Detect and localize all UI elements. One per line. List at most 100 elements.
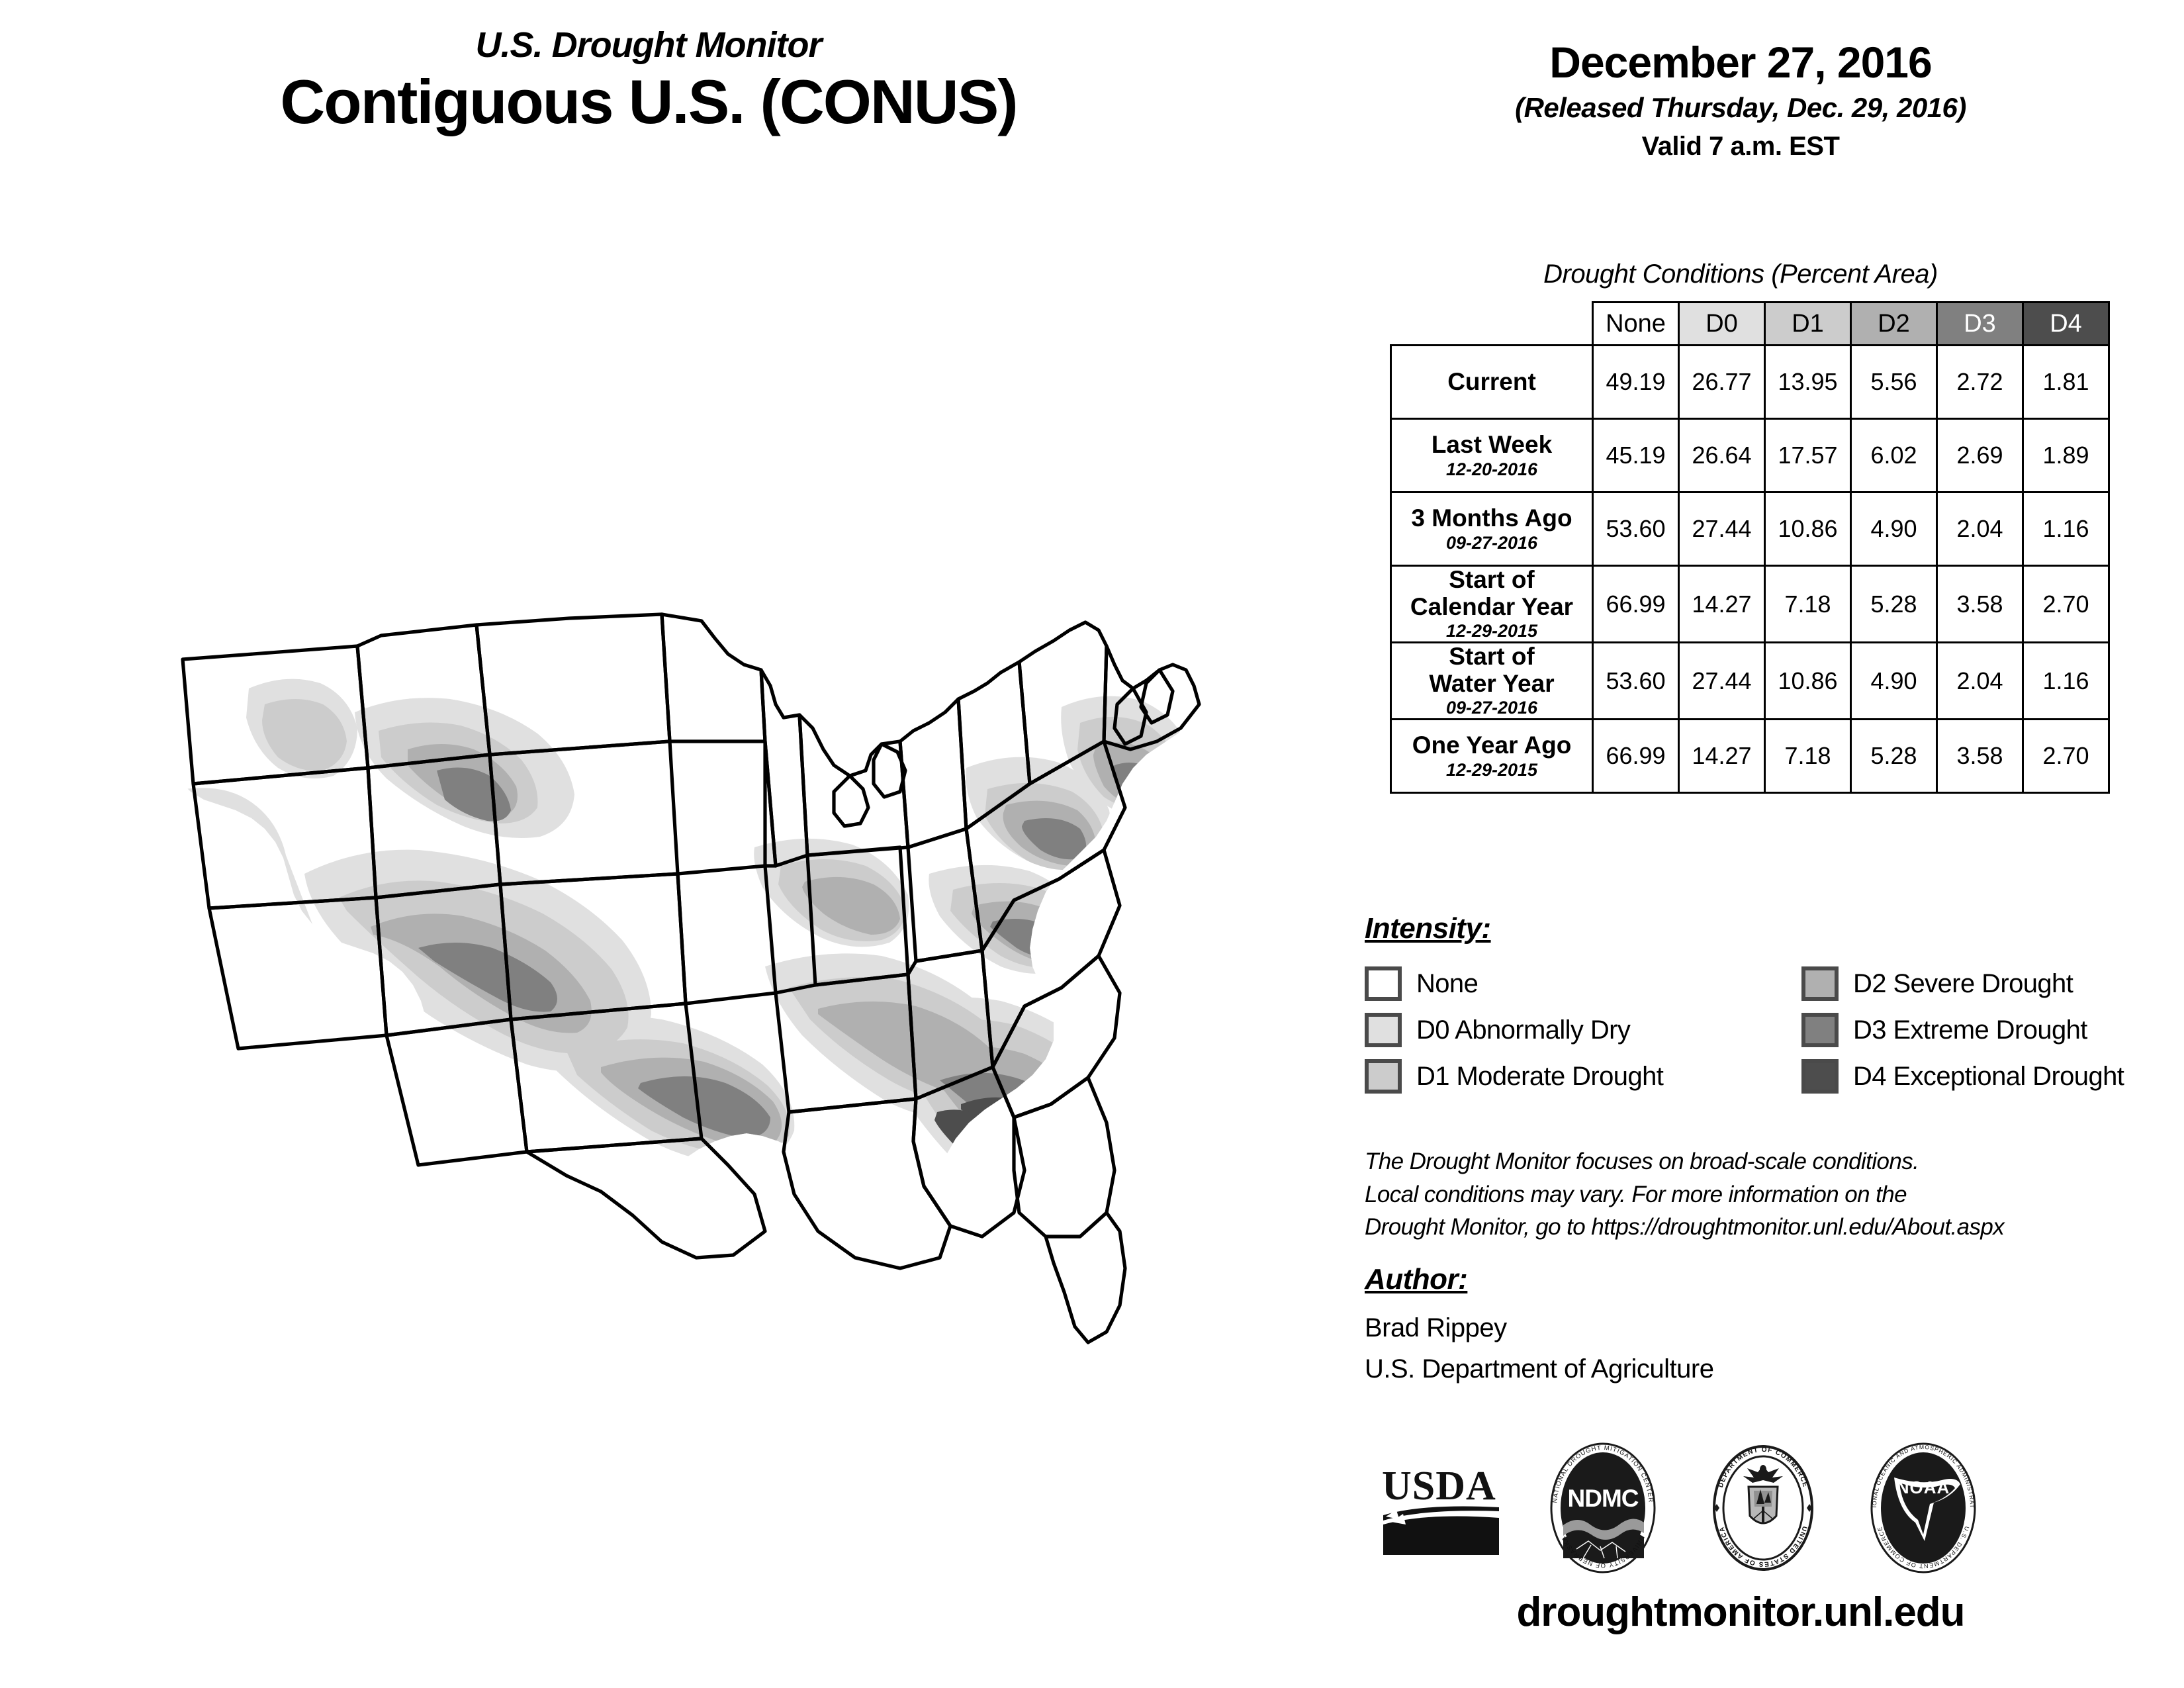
table-row-date: 09-27-2016 bbox=[1445, 698, 1538, 718]
ndmc-logo: NDMC NATIONAL DROUGHT MITIGATION CENTER … bbox=[1543, 1442, 1662, 1577]
table-col-header-d3: D3 bbox=[1936, 301, 2024, 346]
partner-logos: USDA NDMC NATIONA bbox=[1377, 1436, 2118, 1577]
author-organization: U.S. Department of Agriculture bbox=[1365, 1354, 1714, 1383]
table-cell-d0: 14.27 bbox=[1678, 564, 1766, 644]
table-row: Start of Water Year 09-27-2016 53.60 27.44 10… bbox=[1390, 641, 2110, 721]
table-corner-cell bbox=[1391, 303, 1593, 346]
legend-label: D3 Extreme Drought bbox=[1853, 1015, 2087, 1045]
table-cell-none: 53.60 bbox=[1592, 491, 1680, 567]
table-header-row: None D0 D1 D2 D3 D4 bbox=[1391, 301, 2110, 346]
footer-url: droughtmonitor.unl.edu bbox=[1516, 1589, 1965, 1635]
table-cell-d1: 10.86 bbox=[1764, 641, 1852, 721]
table-cell-d4: 1.16 bbox=[2022, 641, 2110, 721]
table-row: Start of Calendar Year 12-29-2015 66.99 14.2… bbox=[1390, 564, 2110, 644]
table-cell-d1: 7.18 bbox=[1764, 718, 1852, 794]
table-cell-d4: 1.16 bbox=[2022, 491, 2110, 567]
doc-logo: DEPARTMENT OF COMMERCE UNITED STATES OF … bbox=[1704, 1442, 1823, 1577]
usda-logo: USDA bbox=[1377, 1458, 1502, 1561]
disclaimer-line-1: The Drought Monitor focuses on broad-sca… bbox=[1365, 1149, 1919, 1174]
svg-text:NDMC: NDMC bbox=[1568, 1485, 1639, 1512]
table-col-header-d2: D2 bbox=[1850, 301, 1938, 346]
intensity-legend-title: Intensity: bbox=[1365, 912, 1491, 945]
title-main: Contiguous U.S. (CONUS) bbox=[280, 66, 1018, 136]
table-row: One Year Ago 12-29-2015 66.99 14.27 7.18 5.28… bbox=[1390, 718, 2110, 794]
author-name: Brad Rippey bbox=[1365, 1313, 1507, 1342]
table-cell-d2: 5.56 bbox=[1850, 344, 1938, 420]
report-valid-time: Valid 7 a.m. EST bbox=[1641, 132, 1840, 162]
table-cell-d0: 26.77 bbox=[1678, 344, 1766, 420]
table-cell-d4: 2.70 bbox=[2022, 718, 2110, 794]
table-cell-d3: 2.72 bbox=[1936, 344, 2024, 420]
table-body: Current 49.19 26.77 13.95 5.56 2.72 1.81 Last W… bbox=[1390, 344, 2110, 794]
table-cell-d1: 10.86 bbox=[1764, 491, 1852, 567]
legend-item: D4 Exceptional Drought bbox=[1801, 1054, 2146, 1099]
legend-label: D4 Exceptional Drought bbox=[1853, 1061, 2124, 1091]
author-title: Author: bbox=[1365, 1263, 1468, 1295]
table-col-header-d4: D4 bbox=[2022, 301, 2110, 346]
report-date: December 27, 2016 bbox=[1549, 38, 1932, 87]
legend-swatch bbox=[1801, 1013, 1839, 1047]
table-caption: Drought Conditions (Percent Area) bbox=[1543, 259, 1938, 289]
table-cell-d0: 27.44 bbox=[1678, 491, 1766, 567]
table-row-label: Current bbox=[1390, 344, 1594, 420]
legend-swatch bbox=[1365, 966, 1402, 1001]
table-cell-d3: 3.58 bbox=[1936, 564, 2024, 644]
legend-item: D2 Severe Drought bbox=[1801, 961, 2146, 1006]
report-header: December 27, 2016 (Released Thursday, De… bbox=[1363, 38, 2118, 162]
table-cell-d4: 2.70 bbox=[2022, 564, 2110, 644]
table-cell-d1: 17.57 bbox=[1764, 418, 1852, 493]
drought-conditions-table: None D0 D1 D2 D3 D4 Current 49.19 26.77 13.95 5.5… bbox=[1390, 301, 2110, 794]
legend-swatch bbox=[1801, 966, 1839, 1001]
table-col-header-d0: D0 bbox=[1678, 301, 1766, 346]
legend-item: D3 Extreme Drought bbox=[1801, 1008, 2146, 1053]
report-release-date: (Released Thursday, Dec. 29, 2016) bbox=[1515, 92, 1966, 124]
table-cell-d3: 2.04 bbox=[1936, 491, 2024, 567]
table-cell-d0: 26.64 bbox=[1678, 418, 1766, 493]
table-row-date: 12-29-2015 bbox=[1445, 759, 1538, 780]
table-cell-d0: 27.44 bbox=[1678, 641, 1766, 721]
table-row-label: Start of Water Year 09-27-2016 bbox=[1390, 641, 1594, 721]
table-cell-d0: 14.27 bbox=[1678, 718, 1766, 794]
disclaimer-text: The Drought Monitor focuses on broad-sca… bbox=[1365, 1145, 2146, 1244]
map-se-inner-core bbox=[1017, 1123, 1043, 1144]
table-cell-d4: 1.81 bbox=[2022, 344, 2110, 420]
legend-label: D1 Moderate Drought bbox=[1416, 1061, 1664, 1091]
legend-label: None bbox=[1416, 968, 1479, 998]
page-title: U.S. Drought Monitor Contiguous U.S. (CO… bbox=[0, 26, 1297, 134]
table-cell-d2: 5.28 bbox=[1850, 718, 1938, 794]
legend-label: D0 Abnormally Dry bbox=[1416, 1015, 1631, 1045]
conus-map-svg bbox=[122, 612, 1201, 1344]
table-row-label: Last Week 12-20-2016 bbox=[1390, 418, 1594, 493]
drought-map bbox=[40, 543, 1337, 1377]
table-cell-d2: 5.28 bbox=[1850, 564, 1938, 644]
disclaimer-line-3: Drought Monitor, go to https://droughtmo… bbox=[1365, 1214, 2005, 1241]
disclaimer-line-2: Local conditions may vary. For more info… bbox=[1365, 1181, 1907, 1207]
table-cell-d3: 2.04 bbox=[1936, 641, 2024, 721]
noaa-logo: NOAA NATIONAL OCEANIC AND ATMOSPHERIC AD… bbox=[1861, 1436, 1983, 1577]
table-row-label: One Year Ago 12-29-2015 bbox=[1390, 718, 1594, 794]
legend-label: D2 Severe Drought bbox=[1853, 968, 2073, 998]
table-col-header-none: None bbox=[1592, 301, 1680, 346]
table-cell-d1: 13.95 bbox=[1764, 344, 1852, 420]
table-row: 3 Months Ago 09-27-2016 53.60 27.44 10.86 4.9… bbox=[1390, 491, 2110, 567]
table-col-header-d1: D1 bbox=[1764, 301, 1852, 346]
legend-swatch bbox=[1365, 1013, 1402, 1047]
table-cell-none: 66.99 bbox=[1592, 564, 1680, 644]
table-cell-none: 53.60 bbox=[1592, 641, 1680, 721]
legend-swatch bbox=[1365, 1059, 1402, 1094]
table-cell-d1: 7.18 bbox=[1764, 564, 1852, 644]
table-row: Current 49.19 26.77 13.95 5.56 2.72 1.81 bbox=[1390, 344, 2110, 420]
table-cell-none: 66.99 bbox=[1592, 718, 1680, 794]
table-cell-d2: 4.90 bbox=[1850, 641, 1938, 721]
table-cell-d2: 4.90 bbox=[1850, 491, 1938, 567]
legend-item: None bbox=[1365, 961, 1801, 1006]
table-cell-none: 45.19 bbox=[1592, 418, 1680, 493]
table-cell-d2: 6.02 bbox=[1850, 418, 1938, 493]
legend-swatch bbox=[1801, 1059, 1839, 1094]
legend-item: D0 Abnormally Dry bbox=[1365, 1008, 1801, 1053]
table-row-label: 3 Months Ago 09-27-2016 bbox=[1390, 491, 1594, 567]
table-cell-d3: 2.69 bbox=[1936, 418, 2024, 493]
intensity-legend: None D2 Severe Drought D0 Abnormally Dry D3… bbox=[1365, 961, 2146, 1099]
svg-text:NOAA: NOAA bbox=[1897, 1477, 1950, 1497]
table-row-label: Start of Calendar Year 12-29-2015 bbox=[1390, 564, 1594, 644]
